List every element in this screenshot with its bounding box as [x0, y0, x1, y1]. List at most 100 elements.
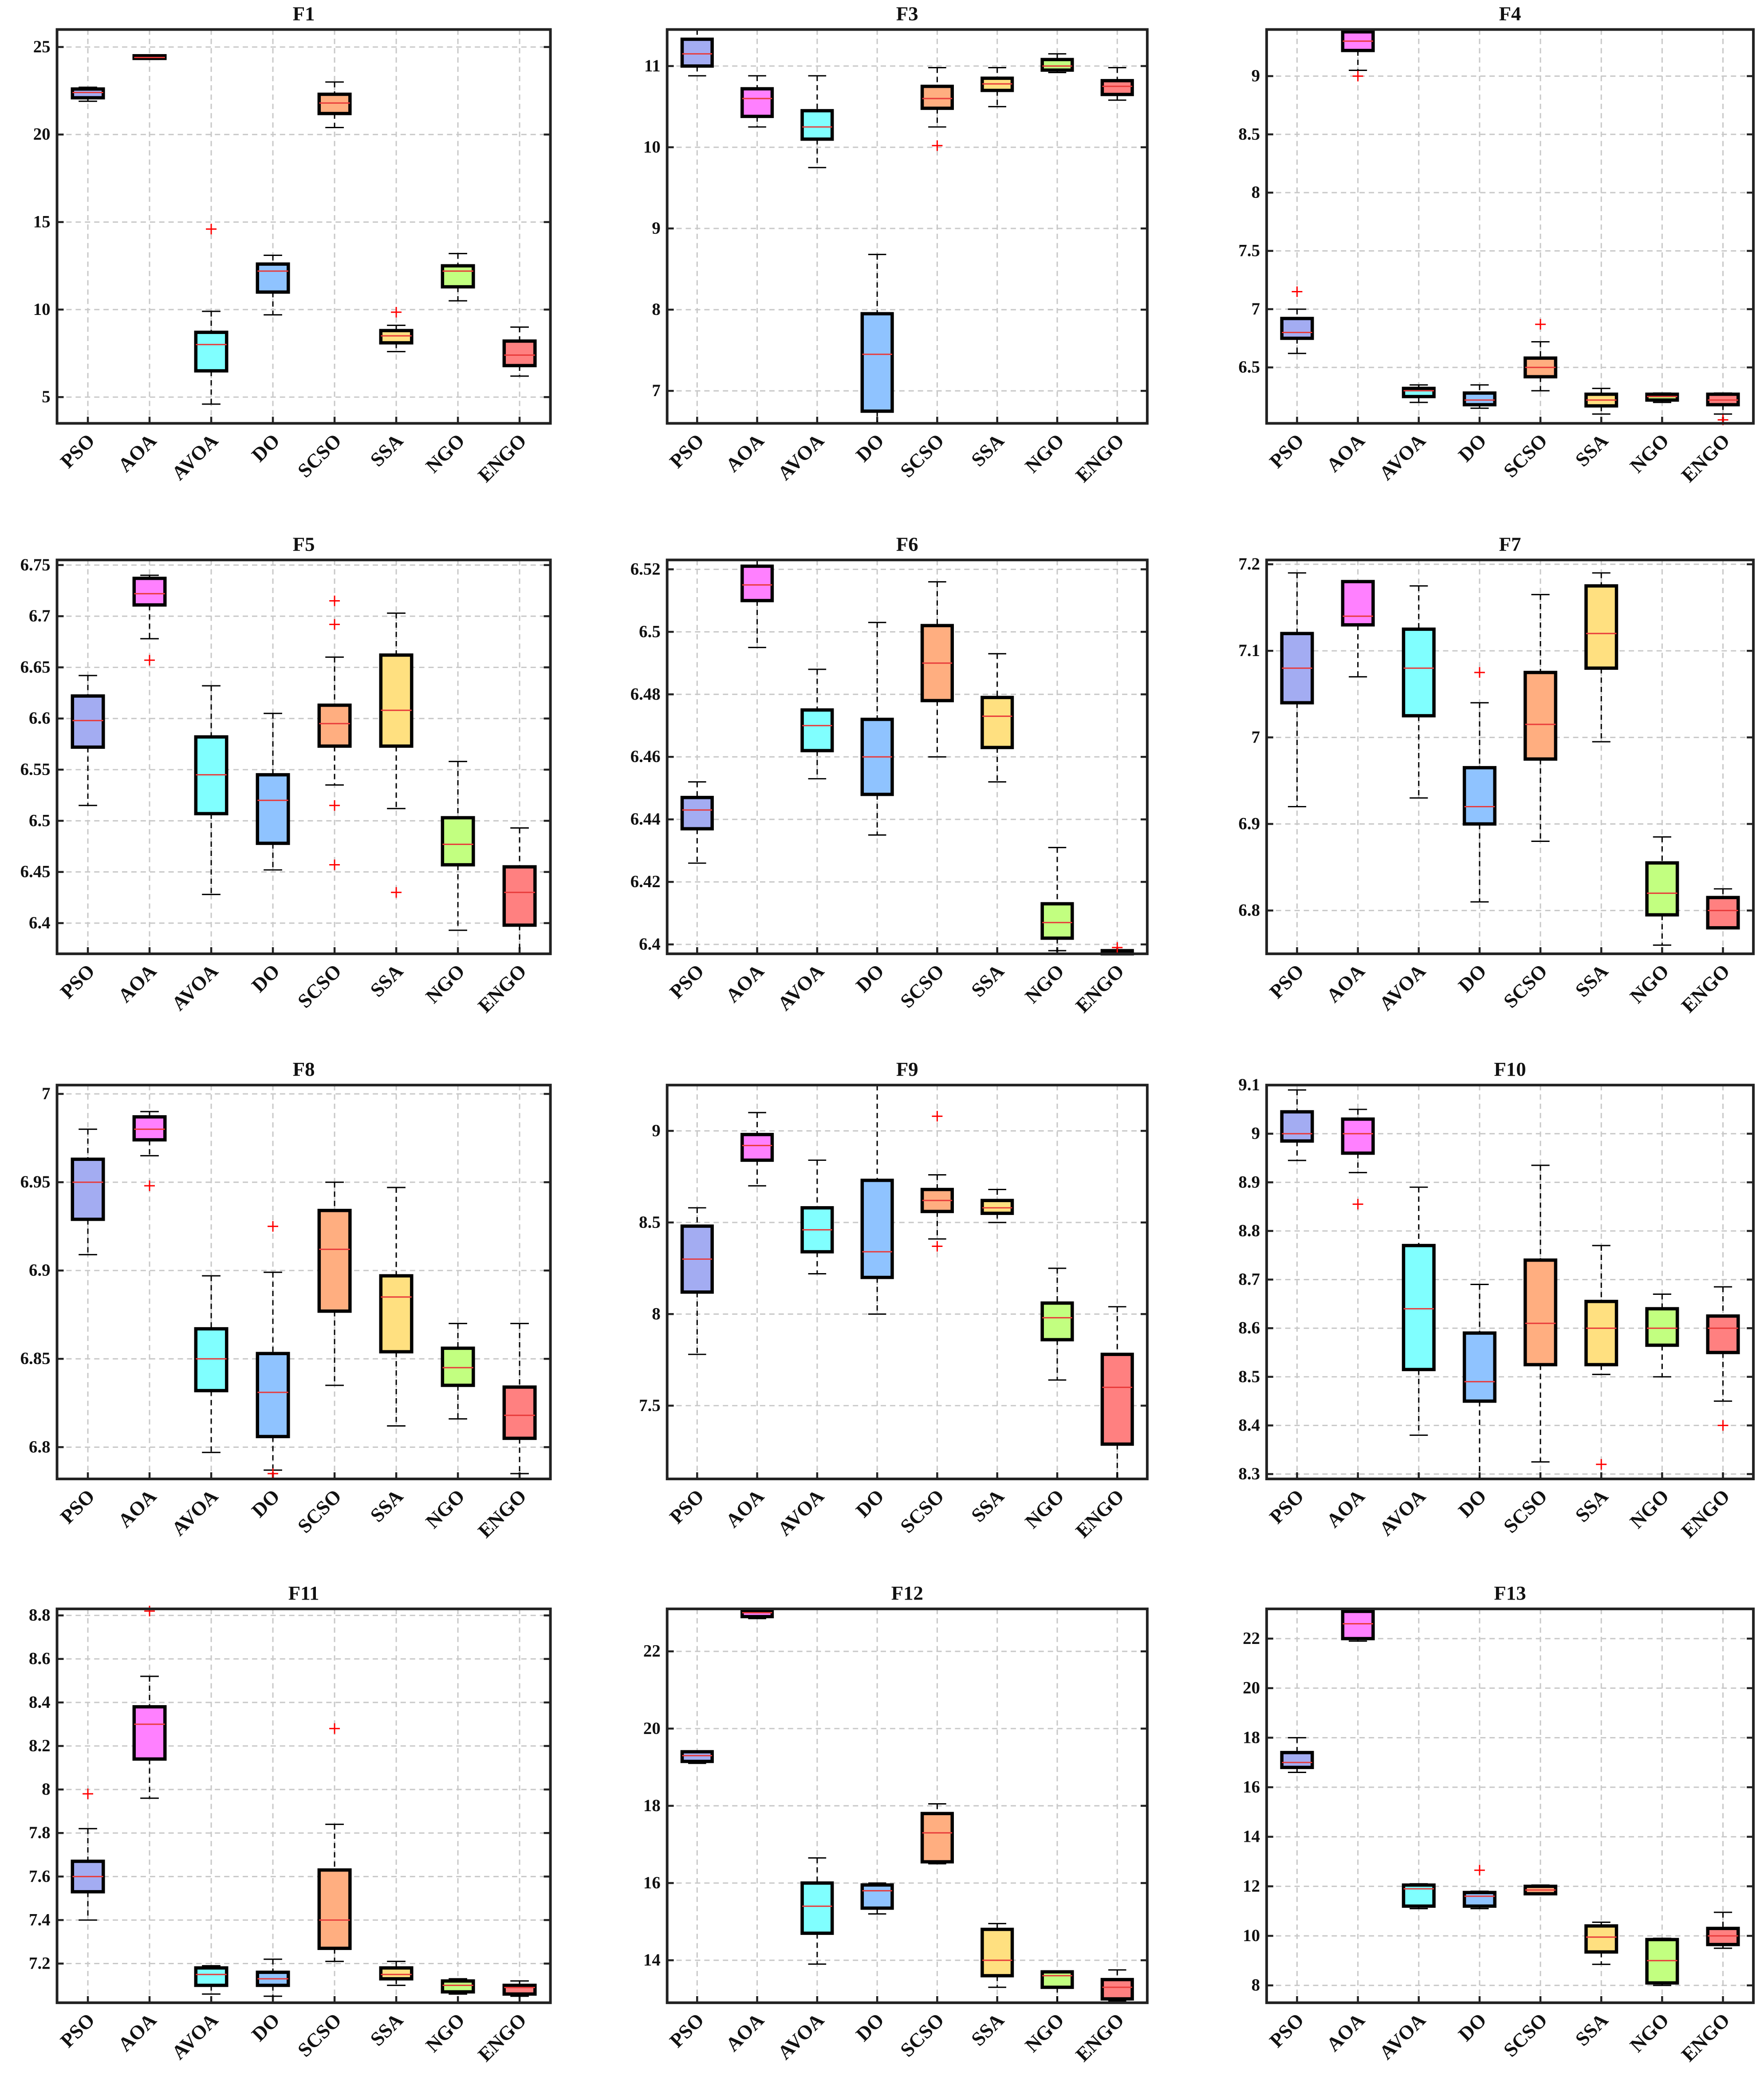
x-tick-label: SCSO	[293, 2009, 346, 2061]
y-tick-label: 8.4	[29, 1693, 51, 1712]
box-pso	[1280, 286, 1314, 354]
y-tick-label: 18	[1243, 1728, 1260, 1747]
y-tick-label: 6.9	[1238, 814, 1260, 833]
y-tick-label: 6.95	[20, 1172, 51, 1191]
box	[1706, 896, 1740, 930]
y-tick-label: 6.44	[630, 810, 661, 829]
box-aoa	[1341, 29, 1375, 82]
box	[860, 312, 894, 413]
box	[1280, 317, 1314, 340]
outlier-marker	[1352, 71, 1363, 82]
box-ngo	[1040, 847, 1074, 952]
x-tick-label: DO	[851, 2009, 888, 2045]
outlier-marker	[144, 1605, 155, 1616]
x-tick-label: SSA	[366, 1485, 408, 1526]
box	[441, 1346, 475, 1387]
y-tick-label: 10	[1243, 1926, 1260, 1945]
x-tick-label: DO	[247, 2009, 284, 2045]
x-tick-label: AOA	[721, 429, 768, 476]
outlier-marker	[144, 1180, 155, 1191]
y-tick-label: 6.75	[20, 555, 51, 574]
box	[1462, 1331, 1496, 1403]
y-tick-label: 9	[1252, 1124, 1260, 1143]
box-ngo	[1040, 1267, 1074, 1381]
y-tick-label: 6.55	[20, 760, 51, 779]
box-pso	[71, 86, 105, 102]
outlier-marker	[1474, 667, 1485, 678]
y-tick-label: 8.8	[1238, 1221, 1260, 1240]
box-pso	[71, 1128, 105, 1255]
box-scso	[317, 595, 352, 870]
x-tick-label: PSO	[56, 1485, 99, 1528]
box-pso	[1280, 1089, 1314, 1161]
box	[71, 1157, 105, 1221]
outlier-marker	[391, 307, 402, 318]
box-ssa	[980, 1923, 1014, 1988]
box	[132, 577, 167, 607]
box-aoa	[132, 574, 167, 666]
box-scso	[317, 1723, 352, 1962]
box-avoa	[1402, 1883, 1436, 1910]
box	[194, 330, 228, 373]
box-ngo	[441, 761, 475, 931]
box	[317, 92, 352, 115]
x-tick-label: PSO	[665, 960, 708, 1003]
x-tick-label: SSA	[1571, 1485, 1613, 1526]
x-tick-label: NGO	[1626, 2009, 1673, 2056]
box	[132, 1115, 167, 1142]
x-tick-label: AVOA	[167, 429, 222, 484]
y-tick-label: 7.8	[29, 1823, 51, 1842]
x-tick-label: AVOA	[167, 1485, 222, 1540]
x-tick-label: NGO	[421, 429, 469, 477]
box	[1402, 627, 1436, 718]
x-tick-label: SSA	[967, 959, 1008, 1001]
box	[860, 1883, 894, 1910]
x-tick-label: AOA	[114, 1485, 161, 1532]
y-tick-label: 8.5	[1238, 1367, 1260, 1386]
box-ssa	[379, 612, 413, 898]
box-ngo	[1040, 53, 1074, 74]
box	[800, 1881, 834, 1935]
y-tick-label: 8.2	[29, 1736, 51, 1755]
outlier-marker	[144, 655, 155, 666]
box	[680, 796, 714, 831]
outlier-marker	[1717, 1420, 1729, 1431]
box-ngo	[1645, 1938, 1679, 1986]
outlier-marker	[1596, 1459, 1607, 1470]
x-tick-label: SCSO	[896, 960, 948, 1012]
plot-frame	[55, 1084, 552, 1480]
y-tick-label: 10	[33, 300, 51, 319]
x-tick-label: AVOA	[1375, 2009, 1430, 2064]
panel-title: F10	[1494, 1058, 1526, 1080]
box-do	[860, 1084, 894, 1315]
box	[1040, 58, 1074, 72]
plot-frame	[55, 28, 552, 425]
x-tick-label: SCSO	[293, 1485, 346, 1537]
x-tick-label: PSO	[665, 429, 708, 472]
x-tick-label: AOA	[114, 959, 161, 1007]
x-tick-label: ENGO	[1071, 429, 1129, 487]
x-tick-label: DO	[1454, 960, 1491, 997]
plot-frame	[665, 1084, 1149, 1480]
x-tick-label: NGO	[1020, 429, 1068, 477]
box-aoa	[132, 1605, 167, 1799]
box	[317, 1868, 352, 1950]
box-avoa	[800, 75, 834, 169]
x-tick-label: AOA	[721, 1485, 768, 1532]
x-tick-label: SCSO	[1499, 960, 1551, 1012]
x-tick-label: AVOA	[1375, 429, 1430, 484]
y-tick-label: 8.8	[29, 1606, 51, 1625]
outlier-marker	[932, 140, 943, 151]
outlier-marker	[1352, 1199, 1363, 1210]
box-pso	[1280, 1737, 1314, 1773]
box	[1524, 671, 1558, 761]
box-engo	[1706, 392, 1740, 425]
y-tick-label: 6.52	[630, 559, 661, 578]
x-tick-label: AVOA	[773, 959, 828, 1014]
box-engo	[1100, 1306, 1134, 1480]
box	[680, 37, 714, 68]
y-tick-label: 8.3	[1238, 1464, 1260, 1483]
box-pso	[71, 675, 105, 806]
y-tick-label: 6.85	[20, 1349, 51, 1368]
